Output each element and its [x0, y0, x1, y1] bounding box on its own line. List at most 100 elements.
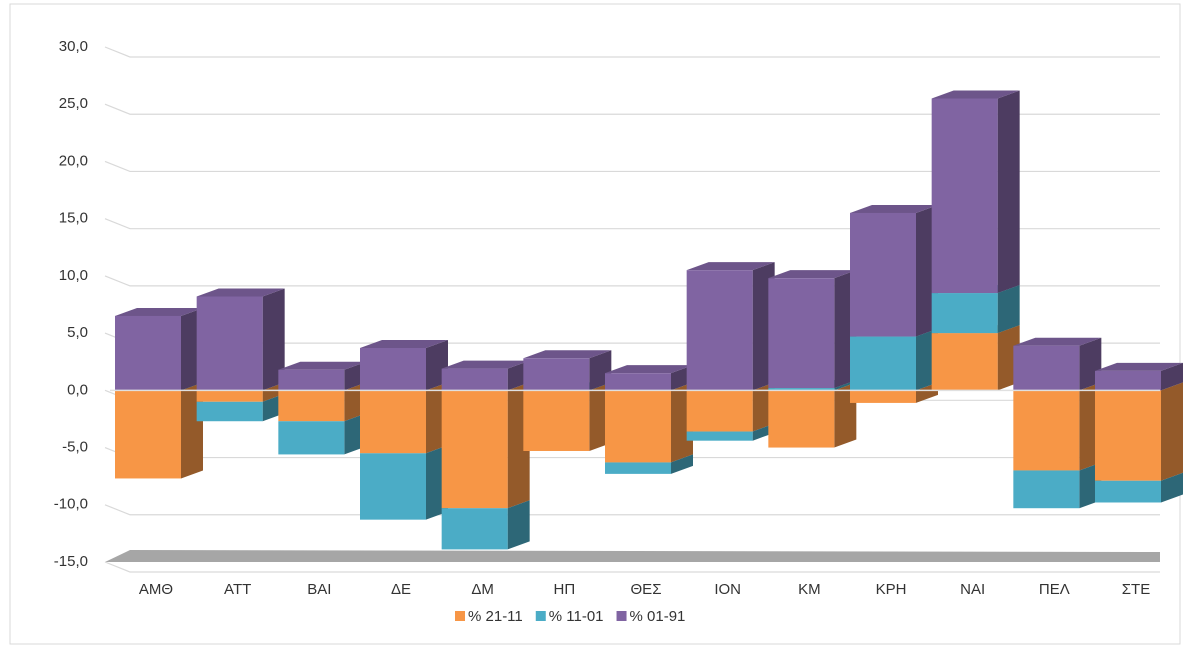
bar-side	[1161, 382, 1183, 481]
bar-front	[931, 98, 998, 294]
bar-segment	[686, 262, 775, 391]
x-tick-label: ΠΕΛ	[1039, 581, 1070, 598]
x-tick-label: ΚΡΗ	[876, 581, 907, 598]
bar-side	[262, 288, 285, 391]
bar-front	[115, 315, 181, 391]
bar-segment	[523, 350, 612, 391]
bar-front	[115, 390, 181, 479]
y-tick-label: -5,0	[62, 439, 88, 456]
bar-segment	[605, 454, 693, 474]
legend-label: % 01-91	[630, 608, 686, 625]
y-tick-label: 5,0	[67, 324, 88, 341]
bar-top	[523, 350, 612, 359]
bar-front	[768, 390, 835, 448]
legend-swatch	[455, 611, 465, 621]
bar-side	[997, 285, 1020, 334]
bar-front	[768, 278, 835, 389]
bar-front	[850, 212, 916, 337]
x-tick-label: ΝΑΙ	[960, 581, 985, 598]
legend-swatch	[535, 611, 546, 621]
y-tick-label: 10,0	[59, 267, 88, 284]
y-tick-label: 0,0	[67, 381, 88, 398]
bar-segment	[115, 382, 203, 479]
x-tick-label: ΘΕΣ	[631, 581, 662, 598]
bar-segment	[196, 288, 285, 391]
grid-line	[104, 160, 1160, 173]
bar-segment	[278, 361, 367, 391]
grid-line	[104, 103, 1160, 115]
bar-front	[278, 421, 345, 455]
bar-top	[1095, 362, 1183, 371]
bar-front	[768, 388, 835, 391]
bar-front	[523, 390, 590, 451]
bar-front	[605, 390, 671, 463]
bar-front	[1013, 345, 1080, 391]
bar-segment	[1095, 362, 1183, 391]
bar-segment	[523, 382, 612, 451]
legend-label: % 11-01	[549, 608, 604, 625]
bar-front	[605, 373, 671, 391]
bar-front	[196, 390, 263, 402]
bar-front	[523, 358, 590, 391]
bar-side	[997, 90, 1020, 294]
bar-front	[686, 390, 753, 432]
bar-front	[850, 336, 916, 391]
x-tick-label: ΑΜΘ	[139, 581, 173, 598]
bar-front	[931, 293, 998, 334]
bar-segment	[850, 204, 938, 337]
bar-front	[1013, 390, 1080, 471]
grid-line	[104, 504, 1160, 516]
bar-front	[196, 401, 263, 422]
bar-segment	[360, 339, 448, 391]
bar-front	[931, 333, 998, 391]
bar-top	[278, 361, 367, 370]
grid-line	[104, 561, 1160, 573]
bar-segment	[1095, 472, 1183, 503]
bar-top	[441, 360, 530, 369]
bar-front	[1095, 480, 1161, 503]
x-tick-label: ΣΤΕ	[1122, 581, 1150, 598]
bar-front	[360, 453, 426, 520]
bar-side	[1161, 472, 1183, 503]
bar-front	[850, 390, 916, 403]
bar-front	[1095, 390, 1161, 481]
bar-top	[850, 204, 938, 213]
x-tick-label: ΗΠ	[553, 581, 575, 598]
bar-top	[768, 270, 857, 279]
bar-segment	[1013, 337, 1102, 391]
x-tick-label: ΑΤΤ	[224, 581, 251, 598]
bar-front	[441, 390, 508, 509]
bar-side	[671, 454, 693, 474]
bar-segment	[441, 500, 530, 550]
bar-front	[441, 368, 508, 391]
y-tick-label: 15,0	[59, 210, 88, 227]
grid-line	[104, 218, 1160, 230]
bar-front	[278, 390, 345, 422]
bar-segment	[850, 328, 938, 391]
bar-front	[360, 390, 426, 454]
bar-top	[605, 365, 693, 374]
bar-side	[507, 500, 530, 550]
bar-front	[360, 347, 426, 391]
bar-front	[605, 462, 671, 474]
bar-front	[441, 508, 508, 550]
bar-segment	[360, 382, 448, 454]
legend-swatch	[616, 611, 627, 621]
x-tick-label: ΒΑΙ	[307, 581, 331, 598]
bar-segment	[605, 365, 693, 391]
y-tick-label: -15,0	[54, 553, 88, 570]
bar-side	[1161, 362, 1183, 391]
x-tick-label: ΔΕ	[391, 581, 411, 598]
y-tick-label: 25,0	[59, 95, 88, 112]
y-tick-label: -10,0	[54, 496, 88, 513]
bar-top	[196, 288, 285, 297]
bar-front	[686, 431, 753, 441]
bar-segment	[1013, 382, 1102, 471]
bar-segment	[768, 382, 857, 448]
bar-top	[931, 90, 1020, 99]
bar-segment	[931, 325, 1020, 391]
bar-top	[360, 339, 448, 348]
bar-segment	[115, 307, 203, 391]
floor	[105, 550, 1160, 562]
